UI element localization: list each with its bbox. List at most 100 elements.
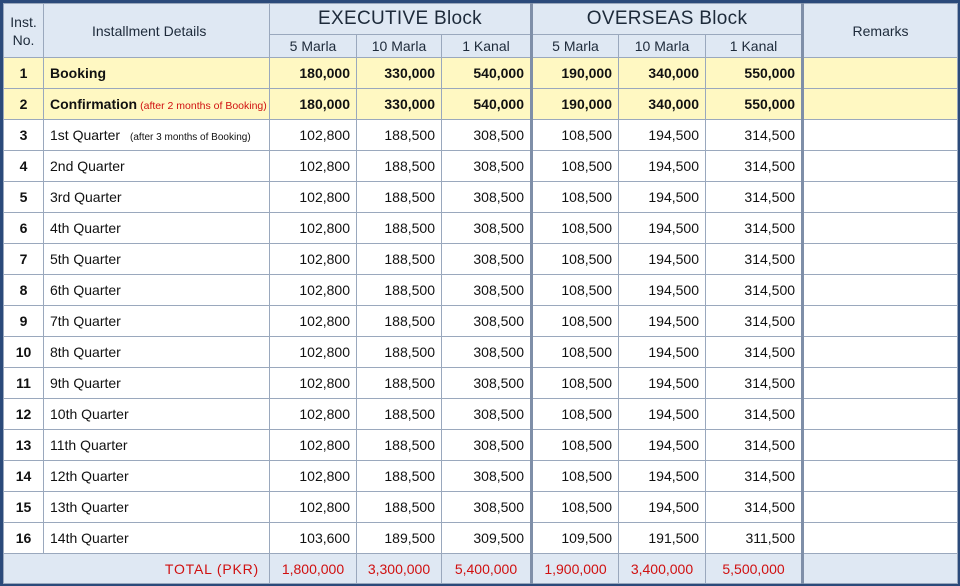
exec-amount: 189,500 bbox=[356, 522, 442, 554]
exec-amount: 102,800 bbox=[269, 150, 357, 182]
inst-no: 6 bbox=[3, 212, 44, 244]
overseas-amount: 194,500 bbox=[618, 150, 706, 182]
installment-detail: 5th Quarter bbox=[43, 243, 270, 275]
inst-no: 10 bbox=[3, 336, 44, 368]
overseas-amount: 194,500 bbox=[618, 367, 706, 399]
overseas-amount: 108,500 bbox=[530, 150, 619, 182]
remarks-cell bbox=[801, 212, 959, 244]
installment-detail: 13th Quarter bbox=[43, 491, 270, 523]
overseas-amount: 314,500 bbox=[704, 150, 804, 182]
header-exec-5-marla: 5 Marla bbox=[269, 34, 357, 58]
installment-subnote: (after 3 months of Booking) bbox=[130, 132, 251, 143]
installment-detail: 4th Quarter bbox=[43, 212, 270, 244]
exec-amount: 308,500 bbox=[441, 212, 532, 244]
overseas-amount: 314,500 bbox=[704, 181, 804, 213]
exec-amount: 102,800 bbox=[269, 181, 357, 213]
installment-label: 13th Quarter bbox=[50, 499, 129, 515]
exec-amount: 540,000 bbox=[441, 88, 532, 120]
installment-detail: 7th Quarter bbox=[43, 305, 270, 337]
exec-amount: 102,800 bbox=[269, 274, 357, 306]
installment-label: 4th Quarter bbox=[50, 220, 121, 236]
exec-amount: 188,500 bbox=[356, 398, 442, 430]
installment-label: 14th Quarter bbox=[50, 530, 129, 546]
exec-amount: 102,800 bbox=[269, 212, 357, 244]
installment-label: 7th Quarter bbox=[50, 313, 121, 329]
overseas-amount: 194,500 bbox=[618, 212, 706, 244]
installment-detail: 12th Quarter bbox=[43, 460, 270, 492]
overseas-amount: 108,500 bbox=[530, 274, 619, 306]
header-overseas-block: OVERSEAS Block bbox=[529, 3, 804, 35]
header-exec-10-marla: 10 Marla bbox=[356, 34, 442, 58]
installment-detail: 3rd Quarter bbox=[43, 181, 270, 213]
exec-amount: 102,800 bbox=[269, 429, 357, 461]
installment-label: Confirmation bbox=[50, 96, 138, 112]
total-exec-10-marla: 3,300,000 bbox=[356, 553, 442, 584]
installment-label: 5th Quarter bbox=[50, 251, 121, 267]
exec-amount: 102,800 bbox=[269, 367, 357, 399]
exec-amount: 330,000 bbox=[356, 88, 442, 120]
exec-amount: 102,800 bbox=[269, 398, 357, 430]
exec-amount: 540,000 bbox=[441, 57, 532, 89]
exec-amount: 188,500 bbox=[356, 491, 442, 523]
exec-amount: 188,500 bbox=[356, 119, 442, 151]
installment-detail: 14th Quarter bbox=[43, 522, 270, 554]
inst-no: 12 bbox=[3, 398, 44, 430]
inst-no: 9 bbox=[3, 305, 44, 337]
overseas-amount: 194,500 bbox=[618, 119, 706, 151]
inst-no: 3 bbox=[3, 119, 44, 151]
remarks-cell bbox=[801, 88, 959, 120]
header-executive-block: EXECUTIVE Block bbox=[269, 3, 532, 35]
inst-no: 2 bbox=[3, 88, 44, 120]
exec-amount: 188,500 bbox=[356, 181, 442, 213]
total-exec-5-marla: 1,800,000 bbox=[269, 553, 357, 584]
overseas-amount: 108,500 bbox=[530, 119, 619, 151]
overseas-amount: 190,000 bbox=[530, 88, 619, 120]
installment-table: Inst. No. Installment Details EXECUTIVE B… bbox=[3, 3, 959, 584]
installment-label: 9th Quarter bbox=[50, 375, 121, 391]
exec-amount: 188,500 bbox=[356, 460, 442, 492]
header-row-top: Inst. No. Installment Details EXECUTIVE B… bbox=[3, 3, 959, 58]
exec-amount: 188,500 bbox=[356, 305, 442, 337]
installment-label: 10th Quarter bbox=[50, 406, 129, 422]
remarks-cell bbox=[801, 57, 959, 89]
remarks-cell bbox=[801, 336, 959, 368]
total-remarks bbox=[801, 553, 959, 584]
overseas-amount: 108,500 bbox=[530, 429, 619, 461]
remarks-cell bbox=[801, 274, 959, 306]
overseas-amount: 314,500 bbox=[704, 491, 804, 523]
overseas-amount: 314,500 bbox=[704, 243, 804, 275]
exec-amount: 180,000 bbox=[269, 88, 357, 120]
overseas-amount: 340,000 bbox=[618, 88, 706, 120]
inst-no: 14 bbox=[3, 460, 44, 492]
installment-detail: Booking bbox=[43, 57, 270, 89]
total-overseas-10-marla: 3,400,000 bbox=[618, 553, 706, 584]
installment-row: 2 Confirmation (after 2 months of Booking)… bbox=[3, 88, 959, 120]
installment-row: 16 14th Quarter 103,600 189,500 309,500 109,5… bbox=[3, 522, 959, 554]
exec-amount: 188,500 bbox=[356, 367, 442, 399]
exec-amount: 188,500 bbox=[356, 150, 442, 182]
exec-amount: 102,800 bbox=[269, 336, 357, 368]
installment-row: 11 9th Quarter 102,800 188,500 308,500 108,50… bbox=[3, 367, 959, 399]
exec-amount: 102,800 bbox=[269, 460, 357, 492]
installment-detail: Confirmation (after 2 months of Booking) bbox=[43, 88, 270, 120]
overseas-amount: 194,500 bbox=[618, 274, 706, 306]
overseas-amount: 194,500 bbox=[618, 429, 706, 461]
inst-no: 4 bbox=[3, 150, 44, 182]
overseas-amount: 314,500 bbox=[704, 305, 804, 337]
installment-row: 13 11th Quarter 102,800 188,500 308,500 108,5… bbox=[3, 429, 959, 461]
overseas-amount: 314,500 bbox=[704, 119, 804, 151]
installment-label: 12th Quarter bbox=[50, 468, 129, 484]
overseas-amount: 108,500 bbox=[530, 181, 619, 213]
exec-amount: 103,600 bbox=[269, 522, 357, 554]
exec-amount: 308,500 bbox=[441, 460, 532, 492]
installment-label: 8th Quarter bbox=[50, 344, 121, 360]
installment-detail: 6th Quarter bbox=[43, 274, 270, 306]
overseas-amount: 194,500 bbox=[618, 243, 706, 275]
header-installment-details: Installment Details bbox=[43, 3, 270, 58]
total-exec-1-kanal: 5,400,000 bbox=[441, 553, 532, 584]
inst-no: 13 bbox=[3, 429, 44, 461]
exec-amount: 102,800 bbox=[269, 491, 357, 523]
remarks-cell bbox=[801, 181, 959, 213]
total-overseas-1-kanal: 5,500,000 bbox=[704, 553, 804, 584]
header-overseas-10-marla: 10 Marla bbox=[618, 34, 706, 58]
